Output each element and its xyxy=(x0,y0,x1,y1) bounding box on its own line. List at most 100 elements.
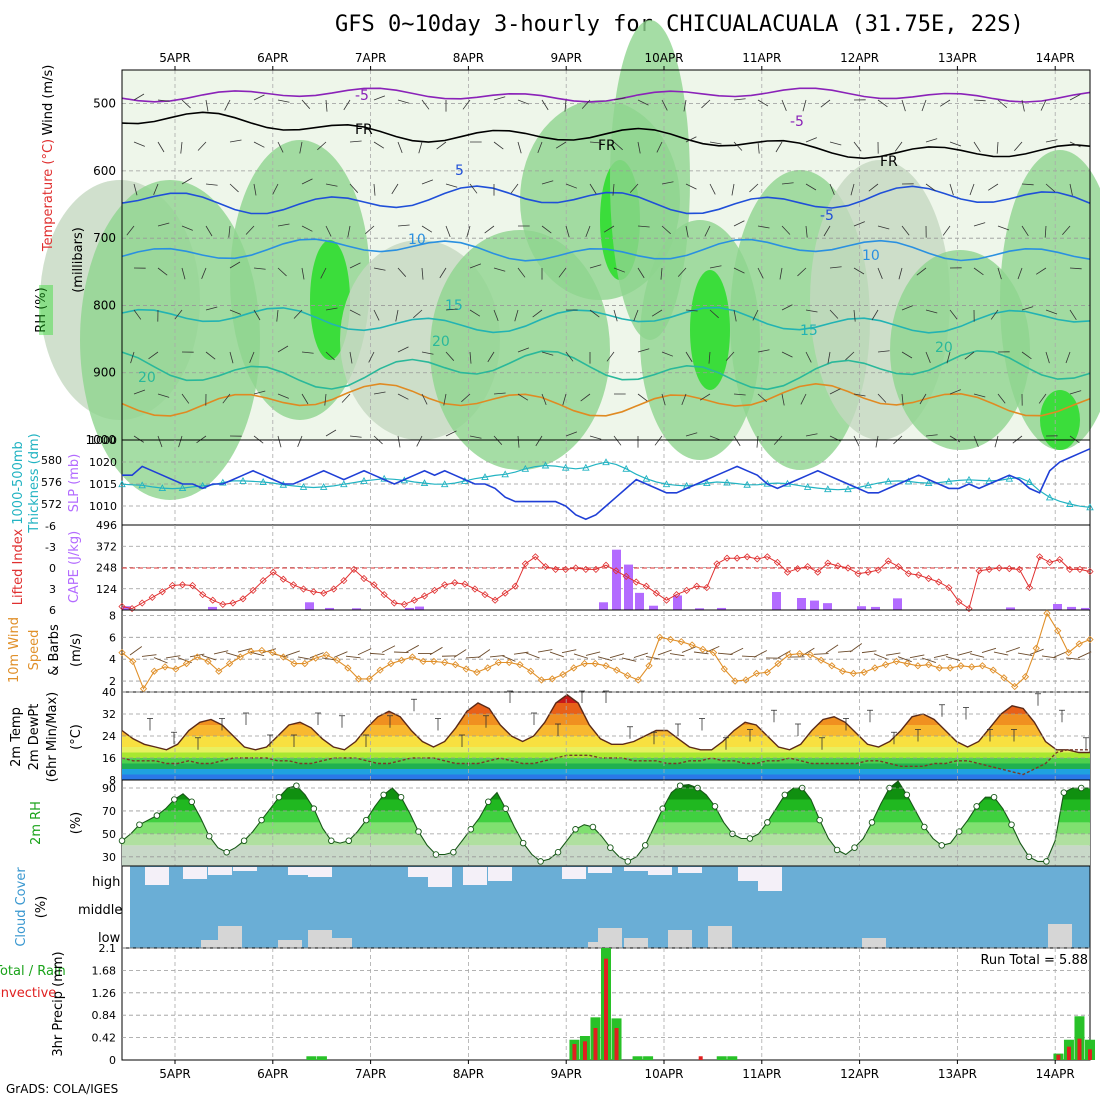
rh-marker xyxy=(118,837,126,845)
rh-marker xyxy=(764,819,771,826)
wind-barb xyxy=(493,141,504,150)
wind-barb xyxy=(565,431,578,437)
wind-barb xyxy=(197,141,207,151)
wind-barb xyxy=(301,393,309,405)
rh-marker xyxy=(293,782,300,789)
low-cloud-bar xyxy=(308,930,332,948)
bottom-date-label: 7APR xyxy=(355,1067,386,1081)
li-marker xyxy=(541,563,550,571)
wind-barb xyxy=(942,225,951,236)
high-cloud-bar xyxy=(463,867,487,885)
wind-barb xyxy=(699,393,711,401)
rh-band xyxy=(122,822,1090,834)
low-cloud-bar xyxy=(624,938,648,948)
thickness-marker xyxy=(723,478,731,486)
wind-barb xyxy=(946,351,951,364)
wind-barb xyxy=(1021,183,1034,186)
contour-label: -5 xyxy=(355,88,369,104)
wind-barb xyxy=(805,351,812,363)
contour-label: FR xyxy=(598,138,616,154)
wind-speed-marker xyxy=(537,676,546,684)
thickness-marker xyxy=(118,480,126,488)
li-marker xyxy=(965,605,973,613)
wind-barb xyxy=(320,267,327,279)
wind-barb xyxy=(421,225,433,233)
wind-barb xyxy=(805,137,817,143)
wind-barb xyxy=(733,98,746,101)
wind-barb xyxy=(541,99,549,111)
wind-barb xyxy=(148,351,159,360)
wind-barb xyxy=(469,351,472,364)
wind-speed-marker xyxy=(408,653,417,661)
rh2m-unit: (%) xyxy=(69,812,84,835)
wind-barb xyxy=(589,309,600,318)
wind-barb xyxy=(373,391,386,395)
li-marker xyxy=(521,560,529,568)
top-date-label: 14APR xyxy=(1036,51,1075,65)
wind-barb xyxy=(589,435,602,440)
rh-line xyxy=(121,780,1090,863)
thickness-marker xyxy=(1086,503,1094,511)
rh-marker xyxy=(589,823,597,831)
thickness-marker xyxy=(642,474,651,482)
temp-tick-label: 8 xyxy=(109,774,116,787)
wind-barb xyxy=(205,306,218,311)
thickness-marker xyxy=(541,461,550,469)
temp-label-2: 2m DewPt xyxy=(27,704,42,771)
rh-marker xyxy=(868,819,876,826)
high-cloud-bar xyxy=(562,867,586,879)
li-marker xyxy=(844,564,852,572)
wind-barb xyxy=(877,225,890,230)
li-marker xyxy=(794,565,802,573)
thickness-marker xyxy=(501,470,509,478)
wind-barb xyxy=(925,309,938,314)
rh-marker xyxy=(485,798,492,806)
contour-label: 20 xyxy=(935,340,953,356)
wind-barb xyxy=(877,267,883,279)
li-marker xyxy=(370,581,378,589)
high-cloud-bar xyxy=(408,867,432,877)
wind-barb xyxy=(157,435,163,448)
temp-band xyxy=(122,747,1090,753)
wind-barb xyxy=(421,267,424,280)
li-marker xyxy=(481,591,489,599)
wind-barb xyxy=(253,309,261,321)
wind-barb xyxy=(613,97,626,101)
wind-barb xyxy=(349,262,361,269)
thickness-marker xyxy=(703,479,711,487)
low-cloud-bar xyxy=(328,938,352,948)
wind-barb xyxy=(733,141,743,151)
thickness-marker xyxy=(965,475,973,483)
wind-barb xyxy=(469,435,482,439)
wind-speed-marker xyxy=(774,659,782,668)
wind-barb xyxy=(397,224,410,227)
wind-barb xyxy=(901,393,904,406)
cape-bar xyxy=(208,606,217,610)
wind-barb xyxy=(1029,648,1044,655)
wind-barb xyxy=(324,393,327,406)
slp-tick-label: 1000 xyxy=(89,434,117,447)
wind-barb xyxy=(837,650,853,653)
wind-barb xyxy=(996,141,999,154)
thickness-label-1: 1000-500mb xyxy=(11,441,26,525)
rh-band xyxy=(122,788,1090,800)
wind-barb xyxy=(249,351,255,363)
thickness-marker xyxy=(602,458,610,466)
wind-barb xyxy=(708,351,711,364)
low-cloud-bar xyxy=(668,930,692,948)
rh-marker xyxy=(467,826,475,833)
wind-barb xyxy=(157,267,168,276)
wind-barb xyxy=(802,99,807,112)
li-marker xyxy=(138,599,146,607)
wind-barb xyxy=(157,309,159,322)
li-tick-label: 0 xyxy=(49,562,56,575)
wind-barb xyxy=(493,267,506,272)
wind-speed-marker xyxy=(215,667,223,675)
high-cloud-bar xyxy=(624,867,648,871)
wind-barb xyxy=(445,183,458,188)
li-marker xyxy=(330,585,338,593)
wind-barb xyxy=(245,225,255,235)
thickness-marker xyxy=(340,480,348,488)
li-marker xyxy=(128,605,136,613)
wind-speed-marker xyxy=(935,664,944,672)
